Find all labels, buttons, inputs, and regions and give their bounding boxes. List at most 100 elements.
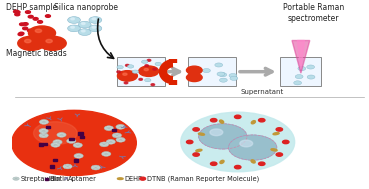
Circle shape — [101, 152, 111, 156]
Circle shape — [106, 139, 115, 144]
Polygon shape — [69, 138, 73, 140]
Circle shape — [68, 25, 80, 32]
Text: Silica nanoprobe: Silica nanoprobe — [55, 3, 118, 12]
Circle shape — [147, 59, 151, 61]
Circle shape — [155, 62, 161, 66]
FancyBboxPatch shape — [117, 57, 165, 86]
Circle shape — [35, 29, 42, 33]
Circle shape — [41, 31, 46, 34]
Ellipse shape — [251, 121, 255, 124]
FancyBboxPatch shape — [188, 57, 236, 86]
Circle shape — [228, 135, 277, 160]
Text: Aptamer: Aptamer — [68, 176, 97, 182]
Ellipse shape — [220, 160, 224, 163]
Circle shape — [307, 65, 314, 69]
Circle shape — [39, 129, 48, 133]
Circle shape — [139, 78, 142, 80]
Text: DTNB (Raman Reporter Molecule): DTNB (Raman Reporter Molecule) — [147, 175, 259, 182]
Circle shape — [186, 66, 202, 74]
Circle shape — [71, 26, 75, 28]
FancyBboxPatch shape — [280, 57, 321, 86]
Circle shape — [186, 140, 193, 144]
Circle shape — [141, 60, 148, 64]
Circle shape — [15, 11, 20, 13]
Circle shape — [186, 73, 202, 82]
Circle shape — [78, 29, 91, 36]
Circle shape — [229, 74, 237, 78]
Polygon shape — [39, 143, 44, 146]
Polygon shape — [74, 159, 78, 162]
Polygon shape — [79, 132, 83, 135]
Circle shape — [82, 30, 85, 32]
Polygon shape — [112, 129, 116, 131]
Circle shape — [240, 140, 253, 147]
Polygon shape — [46, 126, 51, 128]
Circle shape — [259, 119, 265, 122]
Circle shape — [203, 69, 210, 73]
Ellipse shape — [273, 133, 279, 135]
Circle shape — [123, 73, 127, 75]
Ellipse shape — [271, 149, 277, 151]
Circle shape — [153, 68, 156, 70]
Circle shape — [71, 18, 75, 20]
Circle shape — [151, 84, 155, 86]
Circle shape — [145, 78, 151, 82]
Circle shape — [68, 17, 80, 23]
Polygon shape — [292, 40, 310, 73]
Circle shape — [294, 81, 301, 85]
Circle shape — [18, 36, 45, 50]
Circle shape — [39, 36, 66, 50]
Circle shape — [210, 129, 223, 136]
Circle shape — [33, 18, 38, 20]
Polygon shape — [80, 136, 84, 138]
Circle shape — [78, 21, 91, 28]
Circle shape — [82, 23, 85, 25]
Circle shape — [117, 71, 137, 81]
Circle shape — [210, 119, 217, 122]
Circle shape — [181, 112, 295, 172]
Ellipse shape — [196, 149, 202, 151]
Circle shape — [124, 82, 128, 84]
Text: Magnetic beads: Magnetic beads — [6, 49, 67, 58]
Polygon shape — [45, 178, 48, 180]
Circle shape — [20, 23, 25, 26]
Circle shape — [235, 115, 241, 119]
Circle shape — [92, 18, 96, 20]
Circle shape — [116, 137, 125, 142]
Circle shape — [73, 143, 82, 148]
Circle shape — [259, 162, 265, 165]
Circle shape — [199, 124, 247, 149]
Circle shape — [53, 140, 62, 144]
Circle shape — [144, 68, 148, 71]
Circle shape — [298, 67, 306, 71]
Circle shape — [45, 15, 51, 17]
Circle shape — [33, 36, 38, 39]
Ellipse shape — [117, 178, 123, 180]
Circle shape — [193, 128, 199, 131]
Polygon shape — [53, 159, 57, 161]
Ellipse shape — [251, 160, 255, 163]
Ellipse shape — [199, 133, 204, 135]
Circle shape — [92, 26, 96, 28]
Circle shape — [125, 64, 129, 66]
Circle shape — [34, 122, 77, 145]
Circle shape — [14, 10, 18, 13]
Circle shape — [307, 75, 315, 79]
Circle shape — [25, 39, 31, 43]
Circle shape — [112, 133, 121, 138]
Circle shape — [89, 25, 102, 32]
Circle shape — [215, 63, 223, 67]
Text: Supernatant: Supernatant — [240, 89, 283, 95]
Circle shape — [19, 32, 24, 35]
Circle shape — [235, 165, 241, 169]
Circle shape — [89, 17, 102, 23]
Circle shape — [33, 33, 38, 35]
Circle shape — [28, 26, 55, 40]
Circle shape — [91, 165, 100, 170]
Circle shape — [67, 139, 76, 143]
Circle shape — [217, 72, 225, 76]
Circle shape — [127, 65, 134, 68]
Circle shape — [230, 76, 238, 80]
Circle shape — [15, 13, 20, 16]
Circle shape — [295, 75, 303, 79]
